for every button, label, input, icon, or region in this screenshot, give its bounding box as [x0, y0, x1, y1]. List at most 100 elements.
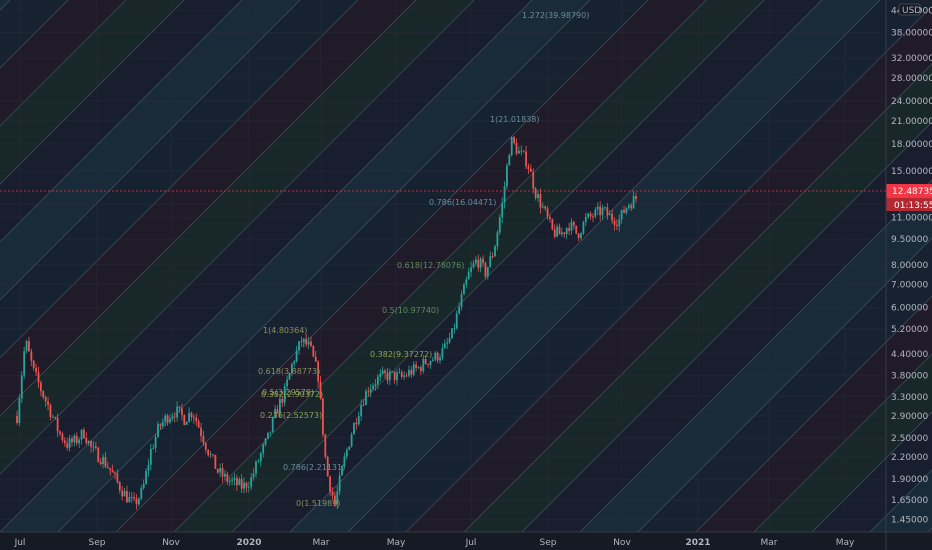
candle-body	[87, 440, 90, 444]
candle-body	[63, 440, 66, 444]
candle-body	[386, 372, 389, 381]
fib-channel-line	[57, 0, 591, 533]
candle-body	[130, 497, 133, 498]
candle-body	[510, 137, 513, 156]
candle-body	[431, 359, 434, 361]
fib-channel-line	[173, 0, 707, 533]
candle-body	[544, 206, 547, 209]
candle-body	[126, 490, 128, 503]
candle-body	[635, 195, 637, 199]
candle-body	[556, 226, 559, 237]
x-axis-tick-label: 2021	[685, 538, 710, 548]
candle-body	[154, 436, 157, 448]
fib-channel-line	[811, 411, 932, 533]
candle-body	[183, 415, 186, 425]
candle-body	[513, 137, 516, 143]
candle-body	[257, 461, 260, 463]
candle-body	[37, 372, 40, 383]
candle-body	[73, 435, 76, 443]
candle-body	[219, 468, 222, 473]
candle-body	[209, 454, 212, 456]
candle-body	[405, 375, 408, 377]
candle-body	[94, 446, 97, 449]
countdown-value: 01:13:55	[894, 201, 932, 211]
candle-body	[563, 232, 566, 235]
candle-body	[594, 209, 597, 217]
candle-body	[106, 466, 109, 468]
candle-body	[601, 207, 604, 216]
candle-body	[109, 467, 112, 471]
candle-body	[479, 258, 482, 268]
candle-body	[498, 217, 501, 233]
candle-body	[606, 207, 609, 216]
candle-body	[71, 438, 73, 443]
candle-body	[615, 224, 618, 226]
candle-body	[474, 259, 477, 264]
fib-channel-line	[0, 0, 417, 417]
x-axis-tick-label: 2020	[236, 538, 261, 548]
candle-body	[501, 202, 504, 218]
candle-body	[231, 479, 233, 481]
candle-body	[307, 341, 310, 345]
candle-body	[114, 472, 116, 474]
candle-body	[357, 416, 360, 425]
candle-body	[522, 150, 525, 152]
fib-channel-line	[637, 237, 932, 533]
candle-body	[486, 267, 489, 277]
candle-body	[353, 422, 355, 435]
candle-body	[549, 216, 551, 220]
candle-body	[290, 363, 293, 374]
candle-body	[338, 475, 341, 492]
candle-body	[32, 360, 35, 368]
y-axis-tick-label: 18.00000	[891, 140, 932, 150]
candle-body	[298, 341, 300, 351]
candle-body	[620, 210, 623, 220]
candle-body	[455, 313, 458, 329]
y-axis-tick-label: 21.00000	[891, 117, 932, 127]
candle-body	[379, 373, 382, 377]
candle-body	[295, 350, 298, 362]
candle-body	[427, 363, 429, 366]
y-axis-tick-label: 6.00000	[891, 304, 928, 314]
candle-body	[293, 361, 296, 364]
x-axis-tick-label: Jul	[465, 538, 477, 548]
candle-body	[348, 446, 351, 450]
currency-label[interactable]: USD	[902, 6, 921, 16]
fib-level-label: 0(1.51989)	[296, 499, 340, 508]
y-axis-tick-label: 9.50000	[891, 235, 928, 245]
fib-channel-band	[174, 0, 764, 532]
currency-badge[interactable]	[898, 3, 921, 16]
candle-body	[443, 343, 446, 349]
fib-level-label: 0.382(9.37272)	[370, 350, 432, 359]
y-axis-tick-label: 5.20000	[891, 325, 928, 335]
fib-level-label: 0.236(2.52573)	[260, 411, 322, 420]
fib-channel-line	[521, 121, 932, 533]
fib-channel-line	[0, 0, 127, 127]
fib-channel-line	[695, 295, 932, 533]
candle-body	[517, 150, 520, 154]
fib-level-label: 0.618(3.88773)	[258, 367, 320, 376]
candle-body	[515, 142, 518, 154]
fib-level-label: 1.272(39.98790)	[522, 11, 589, 20]
y-axis-tick-label: 8.00000	[891, 261, 928, 271]
candle-body	[123, 490, 126, 497]
candle-body	[350, 434, 353, 447]
y-axis-tick-label: 2.50000	[891, 434, 928, 444]
candle-body	[453, 328, 456, 330]
candle-body	[212, 454, 214, 456]
candle-body	[317, 361, 320, 382]
candle-body	[245, 482, 248, 488]
candle-body	[630, 205, 633, 209]
x-axis-tick-label: Sep	[540, 538, 557, 548]
fib-channel-line	[579, 179, 932, 533]
x-axis-tick-label: May	[836, 538, 855, 548]
candle-body	[118, 482, 121, 491]
candle-body	[611, 213, 614, 221]
candle-body	[188, 412, 190, 422]
candle-body	[97, 448, 100, 463]
candle-body	[508, 155, 511, 166]
candle-body	[496, 232, 499, 247]
candle-body	[44, 397, 47, 402]
